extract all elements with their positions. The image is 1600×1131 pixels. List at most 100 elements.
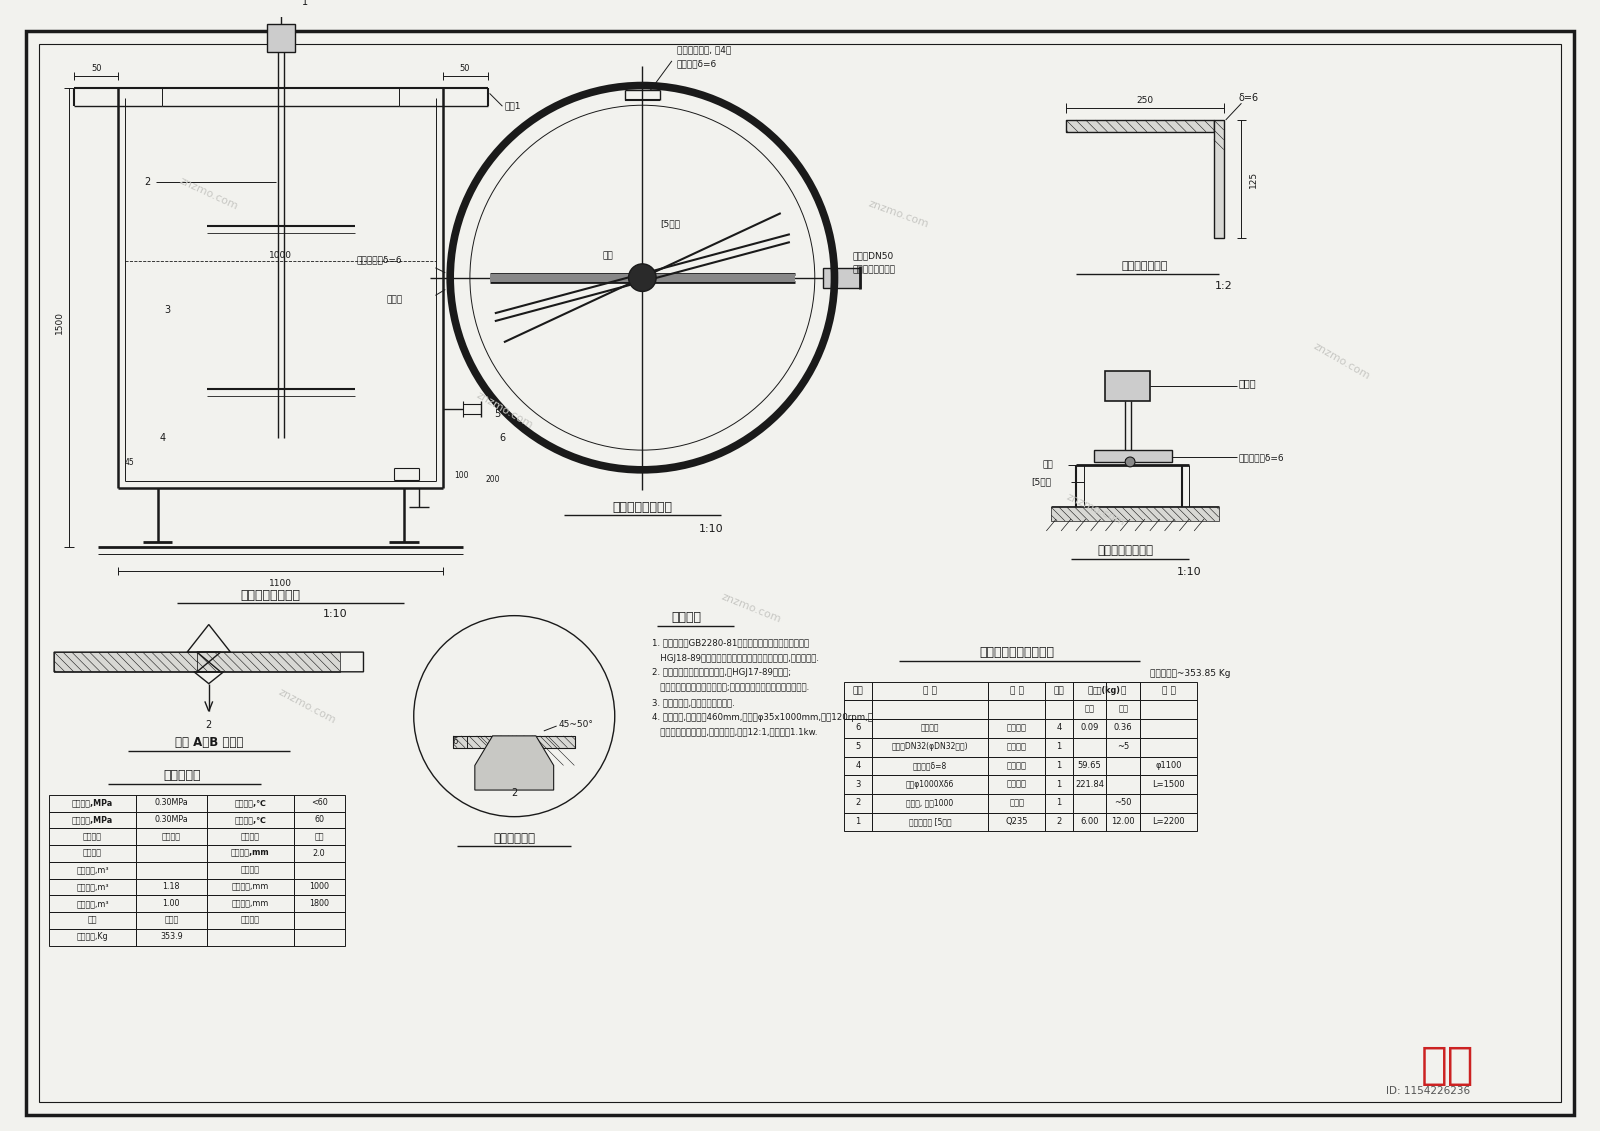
- Bar: [136, 879, 206, 896]
- Text: 工作压力,MPa: 工作压力,MPa: [72, 798, 114, 808]
- Bar: [267, 25, 294, 52]
- Bar: [1107, 700, 1139, 719]
- Text: 出苗口DN32(φDN32螺纹): 出苗口DN32(φDN32螺纹): [891, 742, 968, 751]
- Text: 3: 3: [165, 305, 171, 316]
- Bar: [845, 682, 872, 700]
- Text: 容器类别: 容器类别: [240, 865, 259, 874]
- Circle shape: [629, 264, 656, 292]
- Text: 焊缝1: 焊缝1: [504, 102, 522, 111]
- Text: 2: 2: [510, 788, 517, 798]
- Text: 设备重量,Kg: 设备重量,Kg: [77, 932, 109, 941]
- Bar: [1106, 371, 1150, 400]
- Bar: [50, 929, 136, 946]
- Text: 2: 2: [144, 178, 150, 187]
- Text: 备 注: 备 注: [1162, 687, 1176, 696]
- Text: 技术要求: 技术要求: [672, 611, 702, 624]
- Bar: [206, 829, 293, 845]
- Text: 1:10: 1:10: [1178, 568, 1202, 577]
- Bar: [989, 775, 1045, 794]
- Bar: [206, 879, 293, 896]
- Bar: [845, 737, 872, 757]
- Text: 公称容积,m³: 公称容积,m³: [77, 865, 109, 874]
- Text: 钢制防腐: 钢制防腐: [1006, 779, 1027, 788]
- Text: znzmo.com: znzmo.com: [178, 176, 240, 211]
- Text: 1100: 1100: [269, 579, 293, 588]
- Text: 药液配制罐制作材料表: 药液配制罐制作材料表: [979, 646, 1054, 658]
- Text: 设计压力,MPa: 设计压力,MPa: [72, 815, 114, 824]
- Bar: [1045, 813, 1074, 831]
- Text: 壳体 A、B 类焊缝: 壳体 A、B 类焊缝: [174, 736, 243, 749]
- Bar: [54, 653, 197, 672]
- Bar: [1045, 737, 1074, 757]
- Text: 材 料: 材 料: [1010, 687, 1024, 696]
- Bar: [1045, 794, 1074, 813]
- Text: 钢制防腐: 钢制防腐: [1006, 742, 1027, 751]
- Text: 介质名称: 介质名称: [83, 832, 102, 840]
- Text: 2: 2: [206, 720, 211, 729]
- Polygon shape: [475, 736, 554, 791]
- Bar: [989, 719, 1045, 737]
- Bar: [293, 829, 344, 845]
- Bar: [1051, 508, 1219, 521]
- Text: 0.36: 0.36: [1114, 724, 1133, 733]
- Text: [5槽钢: [5槽钢: [1032, 477, 1051, 486]
- Text: 总计: 总计: [1118, 705, 1128, 714]
- Text: 知末: 知末: [1421, 1044, 1474, 1088]
- Text: 1000: 1000: [309, 882, 330, 891]
- Bar: [1107, 775, 1139, 794]
- Bar: [822, 268, 861, 287]
- Text: 3. 制作完毕后,进行钢液清洗试验.: 3. 制作完毕后,进行钢液清洗试验.: [653, 698, 734, 707]
- Bar: [293, 879, 344, 896]
- Bar: [197, 653, 339, 672]
- Bar: [989, 813, 1045, 831]
- Text: 1: 1: [1056, 742, 1062, 751]
- Bar: [1074, 682, 1139, 700]
- Text: 搅拌机垫片δ=6: 搅拌机垫片δ=6: [357, 256, 402, 265]
- Text: 200: 200: [485, 475, 499, 484]
- Text: 12.00: 12.00: [1112, 817, 1134, 826]
- Text: znzmo.com: znzmo.com: [1312, 342, 1373, 381]
- Text: 数量: 数量: [1054, 687, 1064, 696]
- Bar: [1107, 813, 1139, 831]
- Text: 允许焊缝尺寸按故调整的刚度;法兰的焊缝按相应法兰标准中规定.: 允许焊缝尺寸按故调整的刚度;法兰的焊缝按相应法兰标准中规定.: [653, 683, 810, 692]
- Bar: [1074, 719, 1107, 737]
- Bar: [1139, 700, 1197, 719]
- Bar: [1139, 775, 1197, 794]
- Text: 螺栓: 螺栓: [1043, 460, 1054, 469]
- Bar: [293, 845, 344, 862]
- Text: 重量(kg): 重量(kg): [1093, 687, 1120, 696]
- Bar: [845, 700, 872, 719]
- Bar: [136, 929, 206, 946]
- Bar: [845, 794, 872, 813]
- Text: 螺底盖板δ=6: 螺底盖板δ=6: [677, 59, 717, 68]
- Bar: [136, 896, 206, 913]
- Bar: [872, 737, 989, 757]
- Text: ~5: ~5: [1117, 742, 1130, 751]
- Text: 腐蚀: 腐蚀: [314, 832, 323, 840]
- Text: 1: 1: [1056, 779, 1062, 788]
- Text: 与加药计量泵连接: 与加药计量泵连接: [853, 266, 896, 275]
- Bar: [989, 794, 1045, 813]
- Bar: [1107, 682, 1139, 700]
- Text: 筒体高度,mm: 筒体高度,mm: [232, 899, 269, 908]
- Text: 250: 250: [1136, 96, 1154, 105]
- Text: L=2200: L=2200: [1152, 817, 1186, 826]
- Bar: [206, 795, 293, 812]
- Text: 公称直径,mm: 公称直径,mm: [232, 882, 269, 891]
- Bar: [1045, 775, 1074, 794]
- Text: 不锈钢: 不锈钢: [1010, 798, 1024, 808]
- Bar: [1074, 757, 1107, 775]
- Bar: [136, 795, 206, 812]
- Text: 1800: 1800: [309, 899, 330, 908]
- Bar: [1045, 757, 1074, 775]
- Bar: [206, 845, 293, 862]
- Text: 4: 4: [160, 433, 165, 443]
- Text: 125: 125: [1248, 171, 1258, 188]
- Text: δ=6: δ=6: [1238, 94, 1259, 103]
- Text: 搅拌机: 搅拌机: [386, 295, 402, 304]
- Text: 出苗口DN50: 出苗口DN50: [853, 251, 893, 260]
- Text: 药液配制罐剖面图: 药液配制罐剖面图: [242, 589, 301, 603]
- Text: 1:2: 1:2: [1214, 280, 1232, 291]
- Bar: [293, 795, 344, 812]
- Bar: [1074, 682, 1107, 700]
